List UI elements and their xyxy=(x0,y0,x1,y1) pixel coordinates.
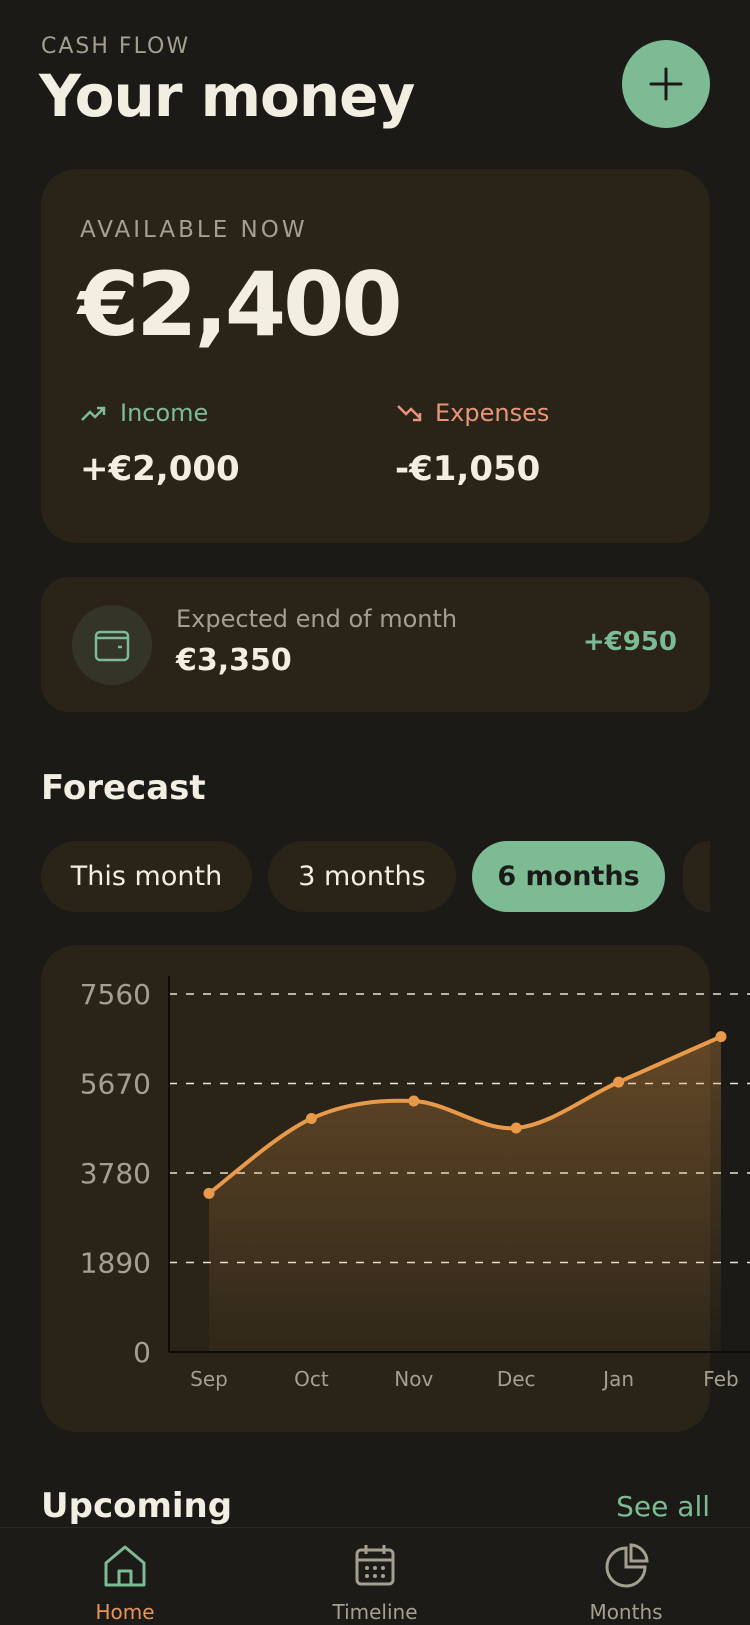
y-tick-label: 7560 xyxy=(80,978,151,1011)
balance-amount: €2,400 xyxy=(78,253,403,356)
projection-card: Expected end of month €3,350 +€950 xyxy=(41,577,710,712)
balance-label: AVAILABLE NOW xyxy=(80,217,308,243)
bottom-nav: Home Timeline Months xyxy=(0,1527,750,1625)
expenses-amount: -€1,050 xyxy=(395,449,541,489)
tab[interactable]: This month xyxy=(41,841,252,912)
x-tick-label: Dec xyxy=(497,1367,536,1391)
nav-label: Home xyxy=(95,1600,155,1624)
income-icon xyxy=(81,406,106,421)
projection-amount: €3,350 xyxy=(176,643,292,678)
y-tick-label: 5670 xyxy=(80,1068,151,1101)
nav-home[interactable]: Home xyxy=(50,1542,200,1624)
pie-icon xyxy=(605,1543,649,1588)
expenses-label: Expenses xyxy=(435,399,550,427)
tab[interactable]: 6 months xyxy=(472,841,665,912)
line xyxy=(207,1034,722,1195)
point xyxy=(203,1187,215,1199)
y-tick-label: 3780 xyxy=(80,1157,151,1190)
income-amount: +€2,000 xyxy=(80,449,240,489)
nav-months[interactable]: Months xyxy=(551,1542,701,1624)
expense-icon xyxy=(397,405,422,422)
nav-timeline[interactable]: Timeline xyxy=(300,1542,450,1624)
projection-label: Expected end of month xyxy=(176,605,458,633)
x-tick-label: Jan xyxy=(601,1367,634,1391)
forecast-chart: 0 1890 3780 5670 7560 Sep Oct Nov Dec Jan Feb xyxy=(80,976,750,1391)
section-title: Upcoming xyxy=(41,1486,233,1526)
y-tick-label: 1890 xyxy=(80,1247,151,1280)
x-tick-label: Feb xyxy=(703,1367,738,1391)
see-all-link[interactable]: See all xyxy=(616,1490,710,1523)
eyebrow: CASH FLOW xyxy=(41,34,191,59)
x-tick-label: Nov xyxy=(394,1367,433,1391)
area xyxy=(209,1036,721,1352)
point xyxy=(305,1113,317,1125)
point xyxy=(510,1122,522,1134)
nav-label: Months xyxy=(589,1600,663,1624)
add-button[interactable] xyxy=(622,40,710,128)
home-icon xyxy=(104,1545,146,1587)
calendar-icon xyxy=(355,1545,395,1586)
wallet-icon xyxy=(72,605,152,685)
balance-card: AVAILABLE NOW €2,400 Income +€2,000 Expe… xyxy=(41,169,710,543)
page-title: Your money xyxy=(39,62,415,130)
tab-overflow xyxy=(683,841,710,912)
projection-delta: +€950 xyxy=(582,627,677,657)
point xyxy=(408,1095,420,1107)
tab[interactable]: 3 months xyxy=(268,841,456,912)
y-tick-label: 0 xyxy=(133,1336,151,1369)
income-label: Income xyxy=(120,399,209,427)
point xyxy=(715,1031,727,1043)
nav-label: Timeline xyxy=(332,1600,418,1624)
section-title: Forecast xyxy=(41,768,206,808)
point xyxy=(613,1076,625,1088)
x-tick-label: Sep xyxy=(190,1367,228,1391)
x-tick-label: Oct xyxy=(294,1367,329,1391)
